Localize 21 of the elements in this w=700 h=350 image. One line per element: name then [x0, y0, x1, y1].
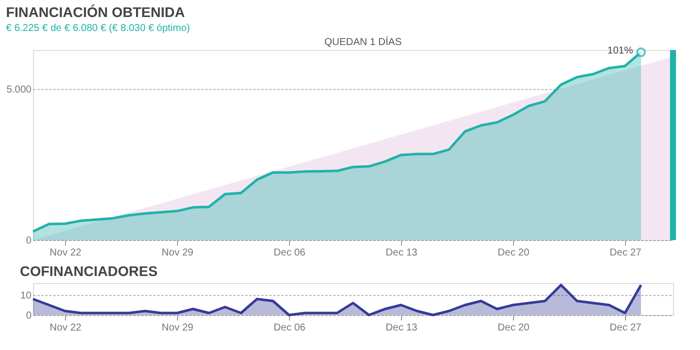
x-tick-label: Dec 20 [498, 248, 530, 258]
annotation: 101% [607, 45, 634, 56]
y-tick-label: 5.000 [6, 84, 32, 96]
chart-subtitle: € 6.225 € de € 6.080 € (€ 8.030 € óptimo) [6, 23, 190, 34]
chart-title: COFINANCIADORES [20, 263, 158, 279]
x-tick-label: Nov 29 [162, 322, 194, 334]
x-tick-label: Dec 27 [610, 248, 642, 258]
y-tick-label: 0 [26, 236, 32, 246]
x-tick-label: Dec 13 [386, 248, 418, 258]
chart-title: FINANCIACIÓN OBTENIDA [6, 4, 185, 20]
x-tick-label: Nov 29 [162, 248, 194, 258]
x-tick-label: Dec 06 [274, 322, 306, 334]
y-tick-label: 10 [20, 290, 32, 302]
x-tick-label: Dec 06 [274, 248, 306, 258]
x-tick-label: Nov 22 [50, 248, 82, 258]
x-tick-label: Dec 27 [610, 322, 642, 334]
x-tick-label: Dec 20 [498, 322, 530, 334]
x-tick-label: Nov 22 [50, 322, 82, 334]
x-tick-label: Dec 13 [386, 322, 418, 334]
y-tick-label: 0 [26, 310, 32, 322]
text: QUEDAN 1 DÍAS [324, 36, 402, 48]
